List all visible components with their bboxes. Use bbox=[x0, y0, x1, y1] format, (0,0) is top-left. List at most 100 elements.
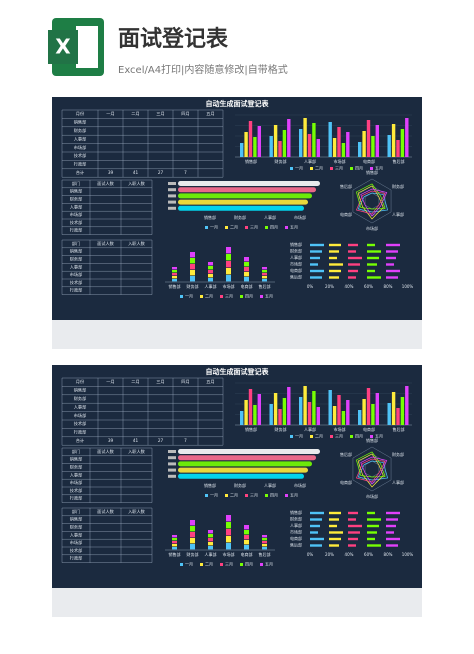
decor-stack bbox=[262, 538, 267, 541]
legend-label: 一月 bbox=[210, 493, 218, 498]
decor-stack bbox=[190, 532, 195, 538]
percent-tick: 80% bbox=[384, 552, 393, 557]
decor-column bbox=[273, 393, 278, 425]
decor-stack bbox=[226, 522, 231, 529]
radar-label: 人事部 bbox=[392, 211, 404, 217]
decor-column bbox=[362, 399, 366, 425]
decor-ribbon-tick bbox=[168, 206, 176, 210]
decor-stack bbox=[226, 268, 231, 275]
decor-stack bbox=[262, 279, 267, 282]
decor-column bbox=[244, 400, 248, 425]
percent-tick: 100% bbox=[402, 552, 414, 557]
table-row-label: 财务部 bbox=[70, 256, 83, 263]
table-header: 面试人数 bbox=[97, 508, 115, 515]
hbar-category: 电商部 bbox=[290, 535, 302, 541]
decor-column bbox=[240, 143, 244, 157]
decor-column bbox=[346, 400, 350, 425]
decor-hbar bbox=[329, 250, 339, 253]
legend-label: 一月 bbox=[185, 562, 193, 567]
legend-label: 三月 bbox=[225, 562, 233, 567]
decor-hbar bbox=[348, 243, 358, 247]
decor-ribbon-tick bbox=[168, 468, 176, 472]
decor-hbar bbox=[386, 276, 398, 279]
decor-hbar bbox=[367, 524, 379, 528]
decor-column bbox=[405, 118, 409, 157]
decor-column bbox=[391, 124, 396, 157]
ribbon-category: 市场部 bbox=[294, 482, 306, 488]
hbar-category: 电商部 bbox=[290, 267, 302, 273]
decor-stack bbox=[208, 262, 213, 266]
decor-column bbox=[299, 129, 303, 157]
decor-stack bbox=[208, 530, 213, 534]
decor-hbar bbox=[367, 269, 375, 273]
table-header: 部门 bbox=[72, 508, 80, 515]
decor-hbar bbox=[348, 531, 360, 534]
table-row-label: 人事部 bbox=[70, 531, 83, 538]
table-header: 面试人数 bbox=[97, 180, 115, 187]
decor-ribbon bbox=[178, 449, 320, 454]
decor-ribbon-tick bbox=[168, 474, 176, 478]
decor-column bbox=[278, 409, 282, 425]
decor-stack bbox=[244, 277, 249, 282]
legend-swatch bbox=[265, 494, 268, 497]
legend-swatch bbox=[220, 563, 223, 566]
decor-hbar bbox=[367, 531, 377, 534]
decor-column bbox=[341, 411, 346, 425]
legend-label: 一月 bbox=[185, 294, 193, 299]
decor-column bbox=[346, 132, 350, 157]
decor-radar bbox=[357, 460, 389, 481]
table-row-label: 财务部 bbox=[70, 196, 83, 203]
decor-hbar bbox=[386, 544, 398, 547]
decor-column bbox=[366, 120, 371, 157]
decor-radar bbox=[355, 183, 386, 210]
decor-hbar bbox=[386, 269, 400, 273]
decor-column bbox=[287, 119, 291, 157]
decor-hbar bbox=[386, 531, 394, 534]
legend-swatch bbox=[220, 295, 223, 298]
decor-hbar bbox=[386, 518, 398, 521]
decor-hbar bbox=[310, 531, 318, 534]
stack-category: 人事部 bbox=[205, 283, 217, 289]
legend-swatch bbox=[290, 167, 293, 170]
decor-column bbox=[269, 404, 273, 425]
decor-radar bbox=[355, 190, 386, 215]
decor-stack bbox=[244, 262, 249, 267]
decor-stack bbox=[190, 544, 195, 550]
legend-label: 三月 bbox=[335, 434, 343, 439]
decor-hbar bbox=[348, 250, 356, 253]
decor-column bbox=[387, 135, 391, 157]
legend-label: 四月 bbox=[245, 294, 253, 299]
decor-hbar bbox=[367, 256, 379, 260]
legend-label: 二月 bbox=[205, 294, 213, 299]
decor-radar bbox=[357, 453, 384, 488]
decor-column bbox=[278, 141, 282, 157]
decor-column bbox=[396, 408, 400, 425]
excel-icon-badge bbox=[48, 30, 78, 64]
percent-tick: 60% bbox=[364, 284, 373, 289]
hbar-category: 销售部 bbox=[290, 509, 302, 515]
decor-stack bbox=[262, 270, 267, 273]
decor-hbar bbox=[348, 537, 358, 541]
decor-stack bbox=[190, 520, 195, 526]
stack-category: 销售部 bbox=[169, 551, 181, 557]
decor-stack bbox=[226, 529, 231, 536]
stack-category: 财务部 bbox=[187, 551, 199, 557]
decor-stack bbox=[172, 270, 177, 273]
table-row-label: 财务部 bbox=[74, 395, 87, 402]
ribbon-category: 销售部 bbox=[204, 482, 216, 488]
chart-category: 人事部 bbox=[304, 426, 316, 432]
decor-stack bbox=[262, 273, 267, 276]
table-row-label: 技术部 bbox=[74, 152, 87, 159]
decor-stack bbox=[172, 547, 177, 550]
legend-swatch bbox=[370, 167, 373, 170]
decor-hbar bbox=[329, 263, 343, 266]
decor-stack bbox=[190, 270, 195, 276]
table-row-label: 人事部 bbox=[70, 471, 83, 478]
table-row-label: 市场部 bbox=[70, 271, 83, 278]
decor-column bbox=[328, 122, 332, 157]
decor-stack bbox=[226, 261, 231, 268]
radar-label: 售后部 bbox=[340, 451, 352, 457]
legend-label: 三月 bbox=[250, 225, 258, 230]
chart-category: 财务部 bbox=[275, 158, 287, 164]
decor-stack bbox=[208, 534, 213, 538]
